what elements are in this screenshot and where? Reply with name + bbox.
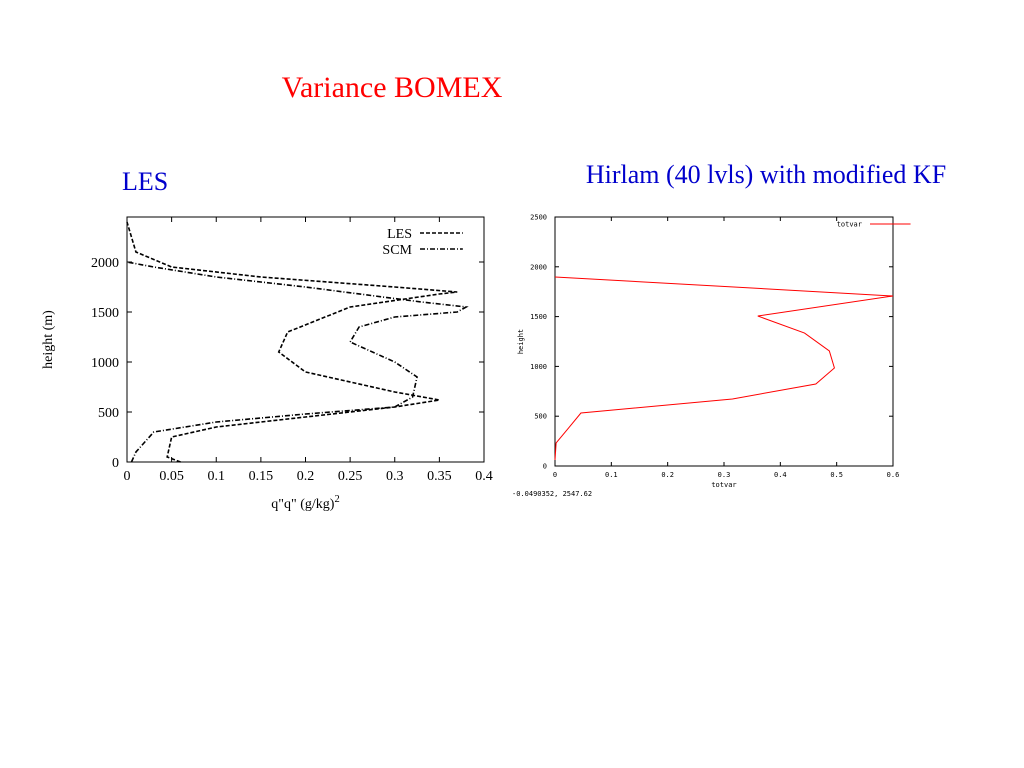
plot-frame: [554, 216, 894, 467]
legend-label: totvar: [837, 220, 862, 228]
y-tick-label: 0: [543, 462, 547, 470]
x-tick-label: 0.15: [249, 469, 274, 484]
x-tick-label: 0.2: [661, 471, 674, 479]
x-axis-label: q"q" (g/kg)2: [271, 494, 339, 512]
y-axis-label: height: [517, 329, 525, 354]
x-tick-label: 0.5: [830, 471, 843, 479]
data-line: [126, 221, 458, 463]
chart: LES 0 0.05 0.1 0.15 0.2 0.25 0.3 0.35 0.4 0 500 1000…: [41, 167, 493, 512]
x-tick-label: 0.2: [297, 469, 315, 484]
x-tick-label: 0.6: [887, 471, 900, 479]
y-tick-label: 2500: [530, 213, 547, 221]
legend-label: LES: [387, 227, 412, 242]
data-line: [126, 261, 469, 463]
x-tick-label: 0.25: [338, 469, 363, 484]
y-tick-label: 1500: [91, 306, 119, 321]
chart-title: LES: [122, 167, 168, 196]
legend-label: SCM: [382, 243, 412, 258]
y-tick-label: 500: [534, 413, 547, 421]
x-tick-label: 0: [553, 471, 557, 479]
y-axis-label: height (m): [41, 310, 56, 369]
x-tick-label: 0.1: [208, 469, 226, 484]
y-tick-label: 1000: [91, 356, 119, 371]
chart-title: Hirlam (40 lvls) with modified KF: [586, 160, 946, 189]
x-tick-label: 0.05: [159, 469, 184, 484]
y-tick-label: 2000: [530, 263, 547, 271]
x-axis-label: totvar: [711, 481, 736, 489]
footer-text: -0.0490352, 2547.62: [512, 490, 592, 498]
x-tick-label: 0.35: [427, 469, 452, 484]
x-tick-label: 0.1: [605, 471, 618, 479]
plot-frame: [126, 216, 485, 463]
x-tick-label: 0.4: [774, 471, 787, 479]
x-tick-label: 0: [124, 469, 131, 484]
x-axis-label-sup: 2: [334, 494, 339, 505]
x-tick-label: 0.3: [718, 471, 731, 479]
y-tick-label: 1500: [530, 313, 547, 321]
y-tick-label: 2000: [91, 256, 119, 271]
x-tick-label: 0.3: [386, 469, 404, 484]
x-axis-label-text: totvar: [711, 481, 736, 489]
y-tick-label: 1000: [530, 363, 547, 371]
data-line: [554, 276, 894, 461]
x-axis-label-text: q"q" (g/kg): [271, 497, 334, 512]
y-tick-label: 0: [112, 456, 119, 471]
chart: Hirlam (40 lvls) with modified KF 0 0.1 0.2…: [512, 160, 946, 498]
x-tick-label: 0.4: [475, 469, 493, 484]
y-tick-label: 500: [98, 406, 119, 421]
slide-title: Variance BOMEX: [282, 71, 503, 104]
